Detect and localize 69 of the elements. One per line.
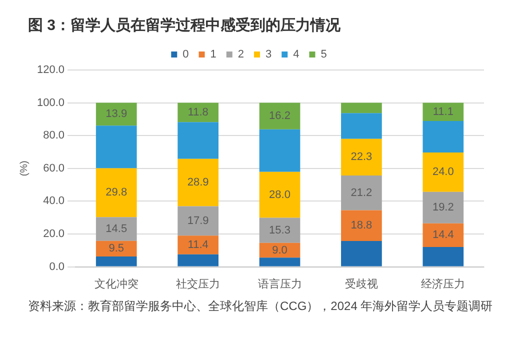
legend-label: 5 (320, 48, 327, 61)
legend-label: 3 (266, 48, 272, 61)
bar (422, 192, 464, 224)
y-tick-label: 0.0 (49, 260, 65, 273)
data-label: 21.2 (350, 186, 372, 199)
data-label: 13.9 (106, 108, 128, 120)
bar (422, 246, 464, 266)
bar (341, 210, 382, 242)
legend-label: 2 (238, 48, 244, 61)
y-tick-label: 40.0 (43, 195, 65, 208)
bar (178, 236, 218, 254)
bar (341, 175, 382, 210)
y-tick-label: 80.0 (43, 130, 65, 142)
data-label: 28.9 (187, 176, 209, 189)
chart-title: 图 3：留学人员在留学过程中感受到的压力情况 (27, 16, 342, 36)
data-label: 28.0 (269, 188, 290, 201)
data-label: 19.2 (432, 202, 454, 214)
x-tick-label: 受歧视 (344, 277, 378, 290)
bar (422, 121, 464, 152)
y-axis-title: (%) (18, 160, 30, 176)
bar (341, 138, 382, 176)
bar (259, 129, 300, 172)
bar (178, 254, 218, 266)
bar (96, 217, 137, 241)
bar (341, 113, 382, 139)
x-tick-label: 经济压力 (421, 277, 466, 290)
data-label: 11.1 (432, 106, 454, 118)
data-label: 16.2 (269, 110, 290, 122)
bar (96, 168, 137, 218)
data-label: 17.9 (187, 214, 209, 227)
data-label: 11.8 (188, 106, 208, 119)
y-tick-label: 60.0 (43, 162, 65, 174)
bar (178, 206, 218, 236)
x-tick-label: 社交压力 (176, 277, 220, 290)
bar (259, 172, 300, 218)
bar (178, 122, 218, 159)
bar (259, 218, 300, 243)
data-label: 29.8 (106, 186, 128, 199)
data-label: 14.4 (432, 229, 454, 242)
legend-label: 0 (182, 48, 189, 61)
y-tick-label: 100.0 (36, 96, 65, 109)
legend-label: 1 (210, 48, 216, 61)
data-label: 9.0 (272, 244, 288, 256)
data-label: 18.8 (350, 220, 372, 232)
bar (96, 256, 137, 266)
bar (178, 158, 218, 206)
legend-label: 4 (293, 48, 300, 61)
bar (422, 223, 464, 247)
data-label: 24.0 (432, 166, 454, 178)
bar (422, 152, 464, 192)
x-tick-label: 文化冲突 (94, 277, 138, 290)
bar (178, 102, 218, 122)
text: 资料来源：教育部留学服务中心、全球化智库（CCG），2024 年海外留学人员专题调研 (27, 298, 494, 315)
bar (96, 126, 137, 168)
bar (259, 102, 300, 130)
y-tick-label: 20.0 (43, 228, 65, 240)
bar (341, 241, 382, 266)
y-tick-label: 120.0 (36, 64, 65, 76)
data-label: 15.3 (269, 224, 290, 236)
bar (96, 102, 137, 126)
data-label: 11.4 (188, 239, 208, 252)
bar (341, 102, 382, 114)
bar (259, 258, 300, 266)
data-label: 9.5 (108, 242, 124, 255)
data-label: 22.3 (350, 151, 372, 164)
bar (422, 102, 464, 122)
bar (96, 240, 137, 256)
data-label: 14.5 (106, 223, 128, 236)
x-tick-label: 语言压力 (258, 277, 302, 290)
